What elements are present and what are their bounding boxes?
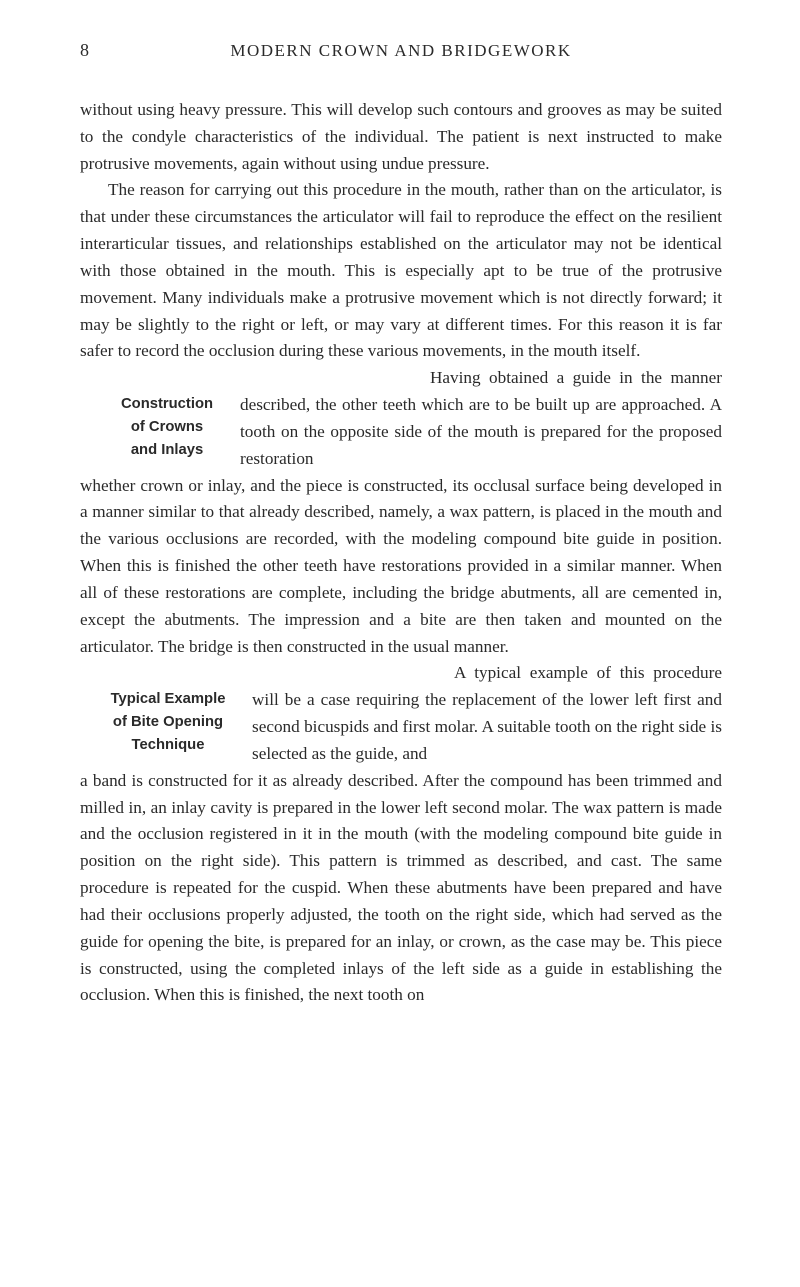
side-heading-line: Typical Example [98, 688, 238, 711]
paragraph-3b: whether crown or inlay, and the piece is… [80, 473, 722, 661]
side-heading-typical-example: Typical Example of Bite Opening Techniqu… [98, 688, 238, 757]
side-heading-line: of Bite Opening [98, 711, 238, 734]
running-title: MODERN CROWN AND BRIDGEWORK [80, 41, 722, 61]
body-text: without using heavy pressure. This will … [80, 97, 722, 1009]
side-heading-line: and Inlays [108, 439, 226, 462]
paragraph-4b: a band is constructed for it as already … [80, 768, 722, 1009]
side-heading-line: of Crowns [108, 416, 226, 439]
side-heading-construction: Construction of Crowns and Inlays [108, 393, 226, 462]
paragraph-2: The reason for carrying out this procedu… [80, 177, 722, 365]
side-heading-line: Technique [98, 734, 238, 757]
side-heading-line: Construction [108, 393, 226, 416]
paragraph-1: without using heavy pressure. This will … [80, 97, 722, 177]
